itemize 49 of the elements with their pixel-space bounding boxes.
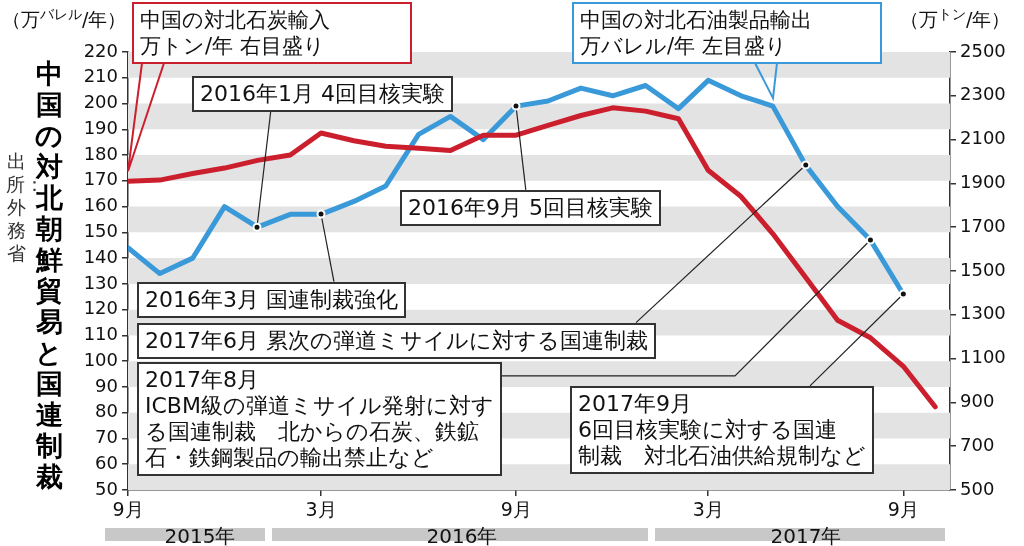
y-tick-label: 140	[83, 245, 118, 267]
annotation: 2016年3月 国連制裁強化	[145, 287, 398, 313]
y-tick-label: 220	[83, 39, 118, 61]
text: 2015年	[164, 524, 236, 546]
y2-tick-label: 1500	[960, 258, 1006, 280]
callout-box: 中国の対北石炭輸入万トン/年 右目盛り	[132, 2, 412, 64]
y-tick-label: 50	[95, 477, 118, 499]
note-box: 2016年9月 5回目核実験	[400, 190, 661, 226]
y2-tick-label: 1700	[960, 214, 1006, 236]
x-tick-label: 3月	[305, 498, 337, 521]
y2-tick-label: 1900	[960, 171, 1006, 193]
x-tick-label: 3月	[692, 498, 724, 521]
y-tick-label: 150	[83, 220, 118, 242]
y-tick-label: 180	[83, 142, 118, 164]
y2-tick-label: 1300	[960, 302, 1006, 324]
y-tick-label: 80	[95, 400, 118, 422]
y-tick-label: 60	[95, 451, 118, 473]
x-tick-label: 9月	[112, 498, 144, 521]
y-tick-label: 160	[83, 194, 118, 216]
x-tick-label: 9月	[887, 498, 919, 521]
text: 2017年	[770, 524, 842, 546]
y-tick-label: 130	[83, 271, 118, 293]
y2-tick-label: 2100	[960, 127, 1006, 149]
note-box: 2016年3月 国連制裁強化	[137, 282, 406, 318]
annotation: 2016年9月 5回目核実験	[408, 195, 653, 221]
y-tick-label: 120	[83, 297, 118, 319]
y2-tick-label: 500	[960, 477, 995, 499]
x-tick-label: 9月	[500, 498, 532, 521]
annotation: 2016年1月 4回目核実験	[200, 81, 445, 107]
note-box: 2016年1月 4回目核実験	[192, 76, 453, 112]
text: 2016年	[426, 524, 498, 546]
note-box: 2017年8月ICBM級の弾道ミサイル発射に対する国連制裁 北からの石炭、鉄鉱石・鉄鋼製品の輸出禁止など	[137, 362, 502, 476]
callout-box: 中国の対北石油製品輸出万バレル/年 左目盛り	[572, 2, 882, 64]
series-label: 中国の対北石油製品輸出万バレル/年 左目盛り	[580, 7, 813, 59]
y-tick-label: 200	[83, 91, 118, 113]
y-tick-label: 70	[95, 426, 118, 448]
y-tick-label: 100	[83, 348, 118, 370]
y-tick-label: 110	[83, 323, 118, 345]
note-box: 2017年9月6回目核実験に対する国連制裁 対北石油供給規制など	[570, 386, 874, 474]
y-tick-label: 170	[83, 168, 118, 190]
y2-tick-label: 700	[960, 433, 995, 455]
y-tick-label: 210	[83, 65, 118, 87]
y2-tick-label: 2300	[960, 83, 1006, 105]
y2-tick-label: 2500	[960, 39, 1006, 61]
annotation: 2017年9月6回目核実験に対する国連制裁 対北石油供給規制など	[578, 391, 866, 469]
y2-tick-label: 1100	[960, 346, 1006, 368]
y-tick-label: 190	[83, 116, 118, 138]
y-tick-label: 90	[95, 374, 118, 396]
y2-tick-label: 900	[960, 390, 995, 412]
